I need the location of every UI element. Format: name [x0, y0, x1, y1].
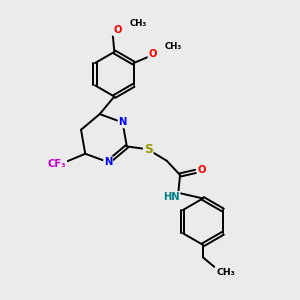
Text: O: O — [198, 165, 206, 175]
Text: S: S — [144, 143, 153, 156]
Text: CH₃: CH₃ — [129, 19, 146, 28]
Text: HN: HN — [163, 192, 179, 202]
Text: CH₃: CH₃ — [164, 42, 182, 51]
Text: CH₃: CH₃ — [216, 268, 235, 277]
Text: N: N — [118, 117, 127, 128]
Text: O: O — [148, 49, 157, 58]
Text: O: O — [113, 25, 122, 35]
Text: CF₃: CF₃ — [48, 159, 66, 169]
Text: N: N — [104, 157, 112, 167]
